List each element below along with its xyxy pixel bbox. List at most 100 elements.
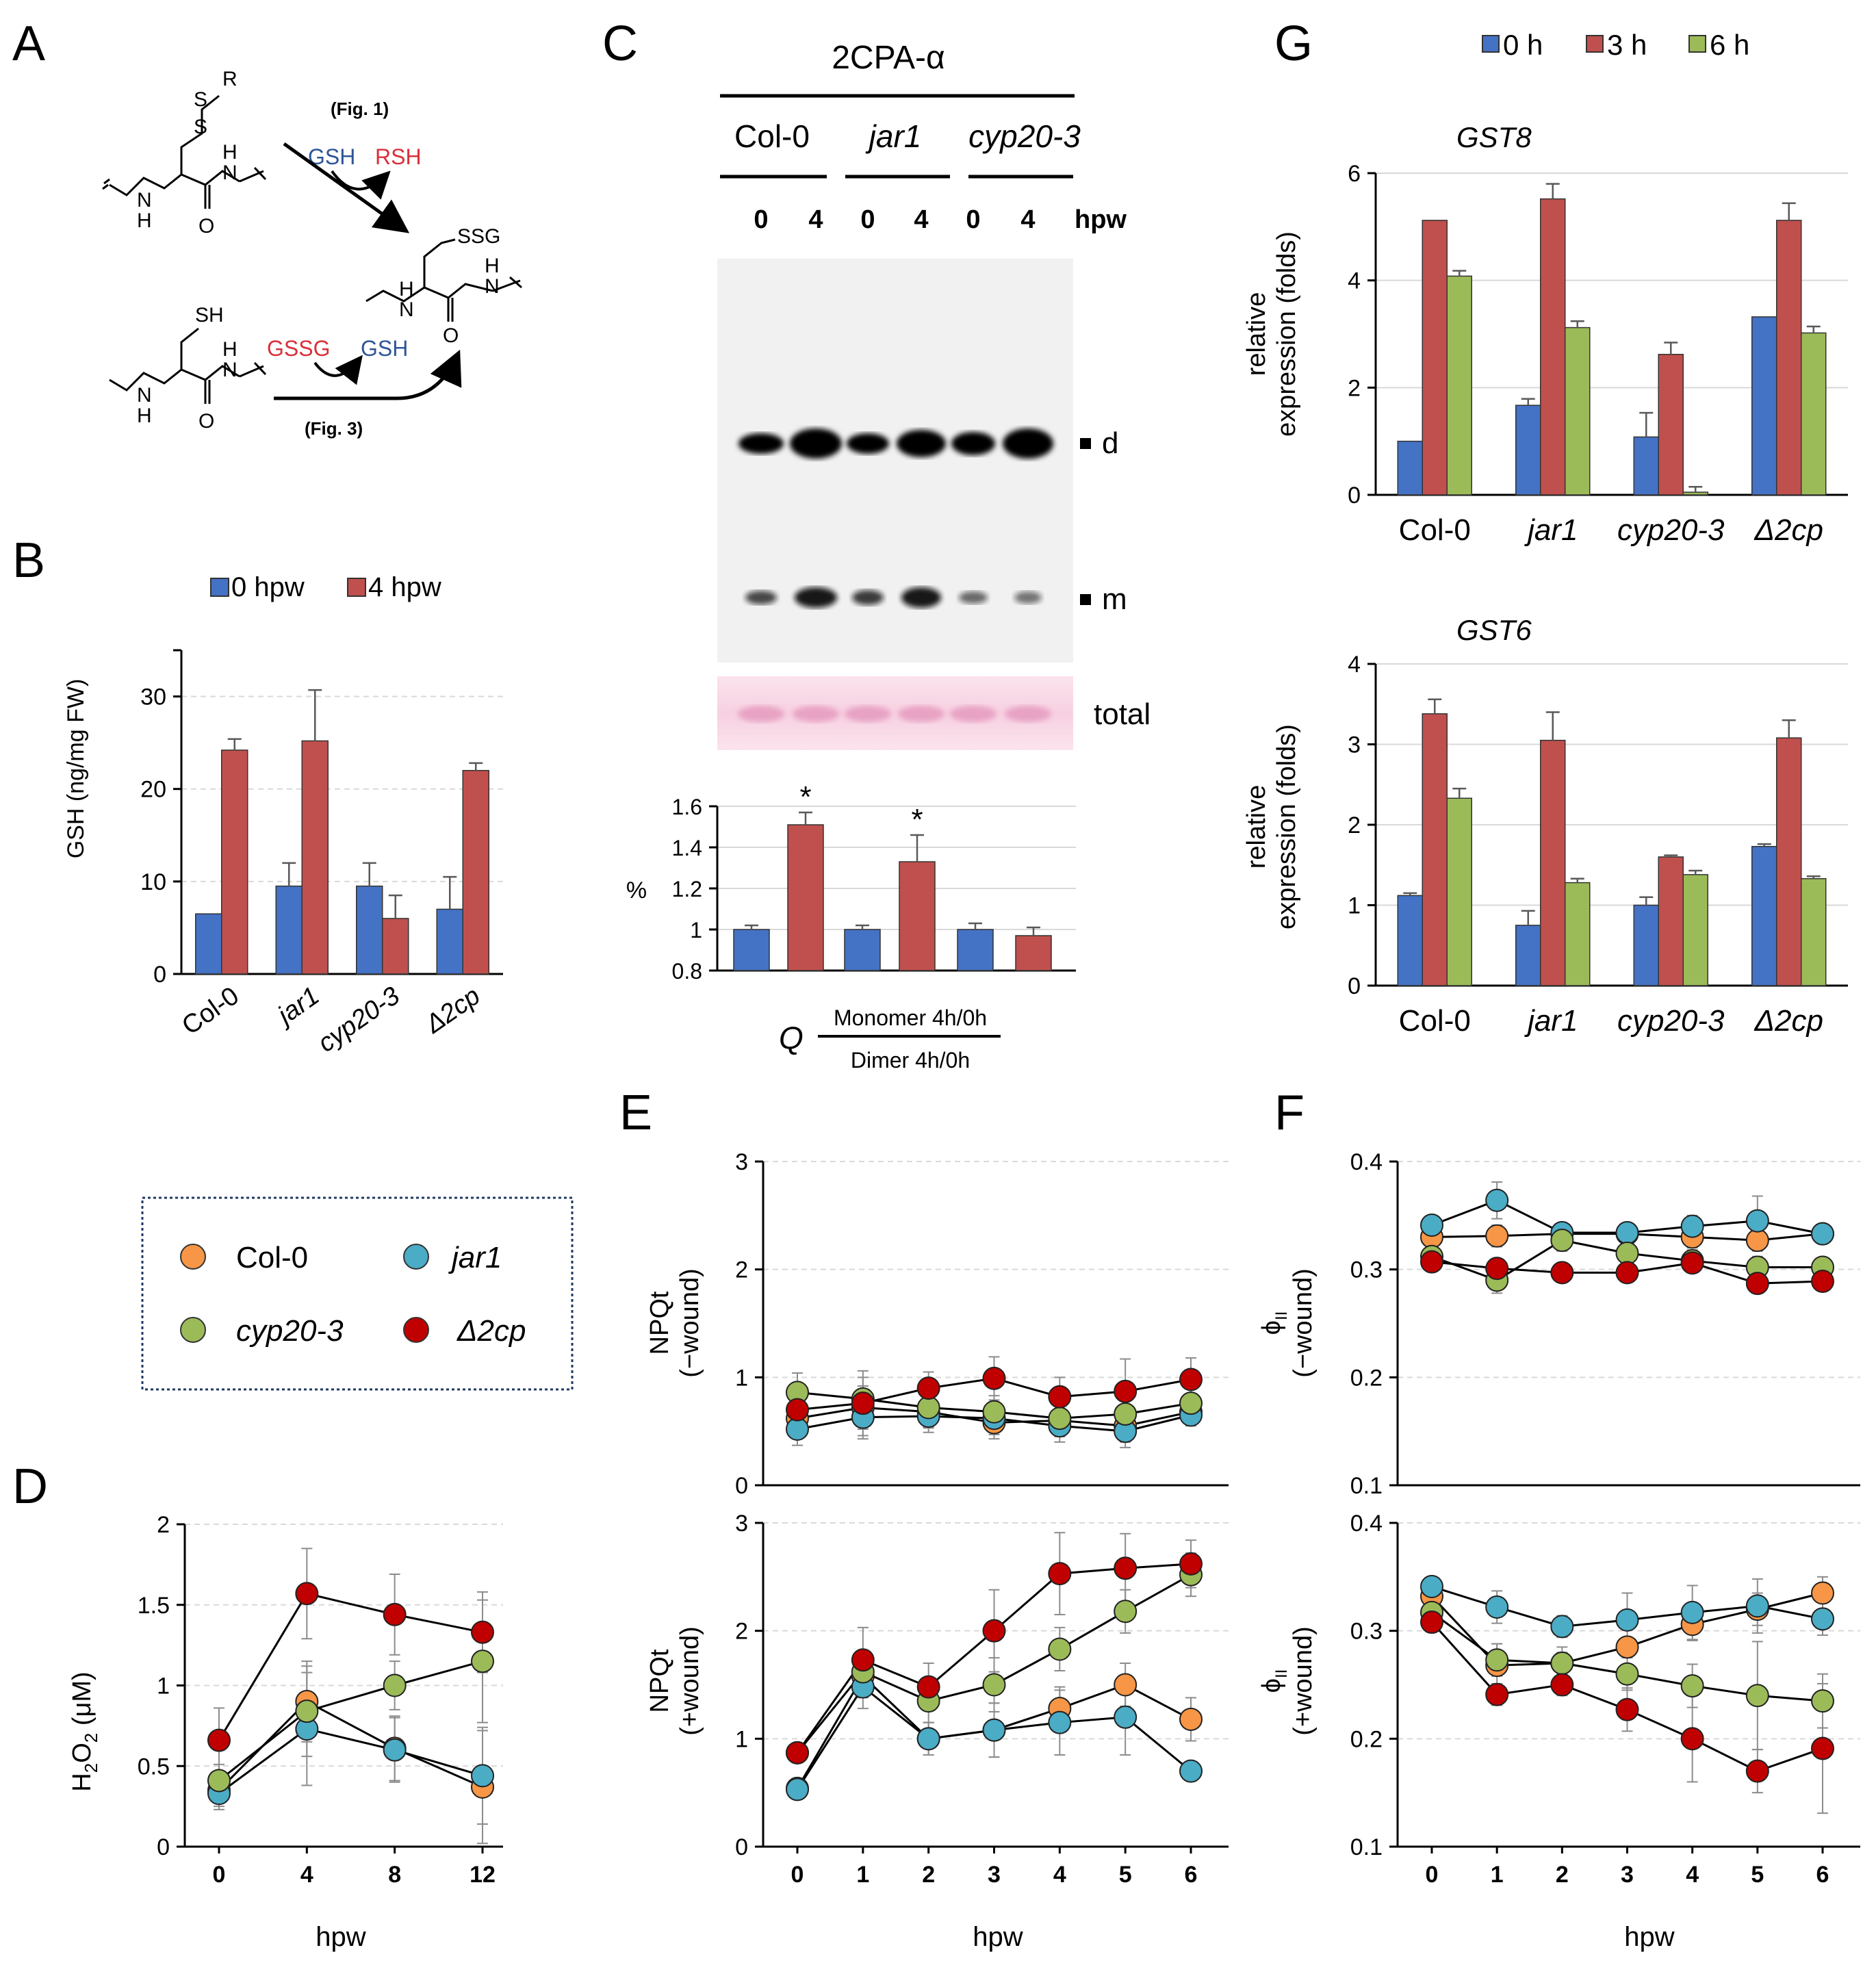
x-tick-label: 5 <box>1119 1862 1132 1888</box>
x-tick-label: 8 <box>388 1862 401 1888</box>
legend-label-0h: 0 h <box>1503 29 1543 61</box>
point-cyp20-3 <box>1485 1648 1509 1672</box>
x-axis-label-e: hpw <box>973 1922 1023 1952</box>
point-Δ2cp <box>1048 1385 1072 1409</box>
bar <box>957 929 994 971</box>
blot-bands <box>738 428 1053 608</box>
y-tick-label: 0 <box>153 962 166 988</box>
panel-letter-f: F <box>1274 1086 1305 1140</box>
x-tick-label: 4 <box>300 1862 313 1888</box>
y-axis-label-e-top-2: (−wound) <box>676 1268 704 1377</box>
point-Δ2cp <box>1680 1727 1704 1751</box>
y-tick-label: 10 <box>140 869 166 895</box>
bar-0-h <box>1515 405 1541 496</box>
dimer-marker <box>1080 438 1091 449</box>
x-tick-label: cyp20-3 <box>1617 1004 1725 1038</box>
significance-star: * <box>799 780 811 814</box>
series-line-Δ2cp <box>218 1592 483 1741</box>
point-Δ2cp <box>1179 1368 1203 1391</box>
bar-4-hpw <box>221 749 248 975</box>
reaction-arrow-1 <box>283 142 410 233</box>
y-tick-label: 0.8 <box>672 959 702 984</box>
point-Δ2cp <box>1420 1250 1443 1274</box>
chart-title-gst6: GST6 <box>1456 614 1532 646</box>
x-axis-label-d: hpw <box>316 1922 365 1952</box>
point-cyp20-3 <box>207 1769 231 1793</box>
y-tick-label: 2 <box>735 1257 748 1283</box>
atom-h5: H <box>137 405 152 427</box>
atom-n1: N <box>137 189 152 211</box>
reaction-arrow-2 <box>274 349 462 400</box>
bar-6-h <box>1801 332 1827 496</box>
point-jar1 <box>1485 1188 1509 1212</box>
hpw-label: hpw <box>1075 205 1127 234</box>
panel-g: G 0 h 3 h 6 h GST8 GST6 relative express… <box>1242 16 1848 1038</box>
y-tick-label: 4 <box>1348 652 1361 678</box>
legend-swatch-3h <box>1586 35 1604 53</box>
point-jar1 <box>471 1764 494 1788</box>
point-jar1 <box>1048 1710 1072 1734</box>
x-tick-label: cyp20-3 <box>313 982 405 1058</box>
q-numerator: Monomer 4h/0h <box>834 1005 987 1030</box>
atom-n2: N <box>222 162 237 184</box>
point-cyp20-3 <box>383 1673 407 1697</box>
point-jar1 <box>1550 1615 1574 1639</box>
molecule-top-left <box>102 94 267 209</box>
point-jar1 <box>1615 1221 1639 1245</box>
legend-marker-jar1 <box>403 1244 429 1270</box>
x-tick-label: 12 <box>470 1862 496 1888</box>
bar <box>733 929 770 971</box>
atom-s2: S <box>194 116 207 138</box>
atom-h3: H <box>399 278 414 300</box>
x-tick-label: Col-0 <box>1399 1004 1471 1038</box>
point-jar1 <box>916 1727 940 1751</box>
point-Δ2cp <box>1550 1673 1574 1697</box>
legend-marker-d2cp <box>403 1317 429 1343</box>
y-axis-label-f-bottom-2: (+wound) <box>1289 1626 1318 1735</box>
panel-letter-g: G <box>1274 16 1313 71</box>
reagent-gssg: GSSG <box>267 336 330 361</box>
atom-n5: N <box>137 384 152 407</box>
point-cyp20-3 <box>982 1400 1006 1424</box>
x-tick-label: 4 <box>1053 1862 1066 1888</box>
point-cyp20-3 <box>1048 1637 1072 1661</box>
legend-box: Col-0 jar1 cyp20-3 Δ2cp <box>141 1196 574 1391</box>
y-tick-label: 1 <box>735 1726 748 1752</box>
dimer-band <box>790 428 842 459</box>
legend-label-4hpw: 4 hpw <box>368 572 441 602</box>
point-Δ2cp <box>1485 1682 1509 1706</box>
legend-label-cyp20-3: cyp20-3 <box>236 1314 344 1348</box>
point-jar1 <box>1680 1214 1704 1238</box>
fig3-label: (Fig. 3) <box>305 418 363 439</box>
y-axis-label-e-top: NPQt <box>645 1291 674 1355</box>
y-tick-label: 3 <box>735 1511 748 1537</box>
monomer-label: m <box>1102 582 1127 616</box>
dimer-label: d <box>1102 426 1118 460</box>
monomer-marker <box>1080 594 1091 605</box>
panel-letter-a: A <box>12 16 45 71</box>
panel-c: C 2CPA-α Col-0 jar1 cyp20-3 0 4 0 4 0 4 … <box>602 16 1151 1073</box>
bar <box>1015 935 1052 971</box>
total-label: total <box>1094 697 1151 731</box>
point-Δ2cp <box>207 1728 231 1752</box>
legend-marker-cyp20-3 <box>180 1317 206 1343</box>
molecule-product <box>365 238 522 322</box>
y-axis-label-f-bottom: ϕII <box>1257 1669 1291 1693</box>
y-axis-label-g-bottom-2: expression (folds) <box>1272 724 1301 929</box>
q-symbol: Q <box>779 1020 804 1055</box>
point-cyp20-3 <box>295 1699 319 1723</box>
y-tick-label: 0.4 <box>1350 1149 1383 1175</box>
y-tick-label: 0.3 <box>1350 1257 1383 1283</box>
y-tick-label: 2 <box>1348 812 1361 838</box>
legend-swatch-6h <box>1688 35 1706 53</box>
y-tick-label: 0 <box>1348 483 1361 509</box>
legend-label-d2cp: Δ2cp <box>457 1314 526 1348</box>
point-cyp20-3 <box>1179 1391 1203 1415</box>
point-jar1 <box>1811 1222 1834 1246</box>
atom-h4: H <box>485 255 500 277</box>
bar-3-h <box>1540 198 1566 496</box>
chart-g-gst6: 0 1 2 3 4 Col-0 jar1 cyp20-3 Δ2cp <box>1348 652 1848 1038</box>
point-cyp20-3 <box>471 1650 494 1673</box>
dimer-band <box>847 433 889 454</box>
ponceau-bands <box>738 706 1051 722</box>
